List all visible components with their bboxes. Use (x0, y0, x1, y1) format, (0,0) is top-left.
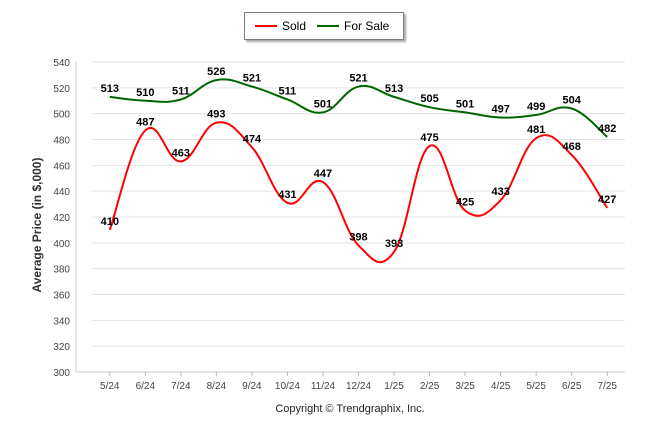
data-label-for-sale: 501 (456, 98, 474, 110)
y-tick-label: 500 (53, 110, 70, 121)
data-label-sold: 410 (101, 216, 119, 228)
copyright-text: Copyright © Trendgraphix, Inc. (275, 403, 425, 415)
data-label-sold: 393 (385, 238, 403, 250)
x-tick-label: 6/25 (562, 381, 582, 392)
data-label-sold: 468 (563, 141, 581, 153)
data-label-sold: 427 (598, 194, 616, 206)
data-label-for-sale: 521 (243, 73, 261, 85)
x-axis-ticks: 5/24 6/24 7/24 8/24 9/24 10/24 11/24 12/24 1/25 2… (100, 372, 617, 392)
legend-swatch-for-sale (317, 25, 339, 27)
data-label-for-sale: 497 (491, 104, 509, 116)
data-labels: 410 487 463 493 474 431 447 398 393 475 425 433 481 4… (101, 66, 617, 250)
series-line-for-sale (109, 78, 608, 138)
y-tick-label: 420 (53, 213, 70, 224)
data-label-sold: 433 (491, 186, 509, 198)
data-label-sold: 398 (349, 231, 367, 243)
x-tick-label: 2/25 (420, 381, 440, 392)
y-axis-ticks: 300 320 340 360 380 400 420 440 460 480 500 520 540 (53, 58, 70, 379)
legend-swatch-sold (255, 25, 277, 27)
x-tick-label: 7/25 (597, 381, 617, 392)
x-tick-label: 10/24 (275, 381, 300, 392)
y-tick-label: 540 (53, 58, 70, 69)
legend-item-for-sale[interactable]: For Sale (317, 19, 389, 33)
series-line-sold (108, 121, 609, 264)
data-label-sold: 431 (278, 189, 296, 201)
y-tick-label: 440 (53, 187, 70, 198)
data-label-for-sale: 511 (279, 85, 297, 97)
x-tick-label: 5/24 (100, 381, 120, 392)
y-tick-label: 360 (53, 291, 70, 302)
y-tick-label: 520 (53, 84, 70, 95)
data-label-for-sale: 505 (420, 93, 438, 105)
data-label-for-sale: 482 (598, 123, 616, 135)
x-tick-label: 8/24 (207, 381, 227, 392)
data-label-sold: 447 (314, 168, 332, 180)
data-label-for-sale: 513 (385, 83, 403, 95)
data-label-for-sale: 521 (349, 73, 367, 85)
data-label-sold: 481 (527, 124, 545, 136)
y-tick-label: 340 (53, 316, 70, 327)
y-tick-label: 400 (53, 239, 70, 250)
x-tick-label: 4/25 (491, 381, 511, 392)
x-tick-label: 1/25 (384, 381, 404, 392)
data-label-sold: 487 (136, 116, 154, 128)
x-tick-label: 3/25 (455, 381, 475, 392)
data-label-for-sale: 510 (136, 87, 154, 99)
data-label-sold: 425 (456, 197, 474, 209)
legend-label-for-sale: For Sale (344, 19, 390, 33)
legend-label-sold: Sold (282, 19, 307, 33)
y-tick-label: 460 (53, 161, 70, 172)
data-label-sold: 475 (420, 132, 438, 144)
y-tick-label: 320 (53, 342, 70, 353)
y-axis-label: Average Price (in $,000) (30, 158, 44, 293)
x-tick-label: 6/24 (136, 381, 156, 392)
data-label-sold: 474 (243, 133, 262, 145)
y-tick-label: 480 (53, 136, 70, 147)
series-lines (108, 78, 609, 264)
data-label-sold: 493 (207, 109, 225, 121)
data-label-for-sale: 501 (314, 98, 332, 110)
x-tick-label: 11/24 (311, 381, 336, 392)
data-label-for-sale: 504 (563, 95, 582, 107)
legend-item-sold[interactable]: Sold (255, 19, 306, 33)
x-tick-label: 9/24 (242, 381, 262, 392)
data-label-for-sale: 511 (172, 85, 190, 97)
data-label-for-sale: 513 (101, 83, 119, 95)
data-label-for-sale: 526 (207, 66, 225, 78)
x-tick-label: 7/24 (171, 381, 191, 392)
y-tick-label: 380 (53, 265, 70, 276)
y-tick-label: 300 (53, 368, 70, 379)
legend: Sold For Sale (244, 12, 404, 40)
x-tick-label: 5/25 (526, 381, 546, 392)
x-tick-label: 12/24 (346, 381, 371, 392)
data-label-sold: 463 (172, 147, 190, 159)
grid-lines (75, 61, 625, 373)
data-label-for-sale: 499 (527, 101, 545, 113)
